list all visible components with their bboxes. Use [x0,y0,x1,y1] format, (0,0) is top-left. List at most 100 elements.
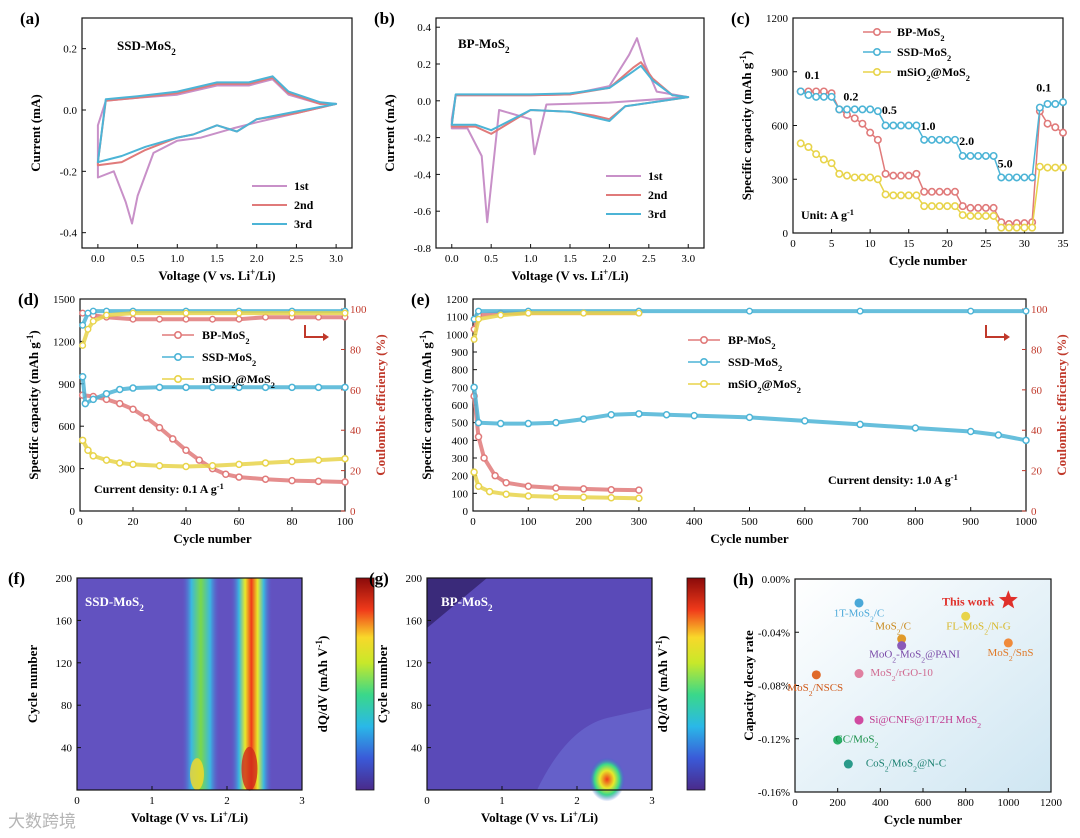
y-tick-label: 0 [463,506,469,518]
heatmap-hotspot [190,758,204,791]
data-point [896,191,905,200]
y2-axis-label: Coulombic efficiency (%) [373,334,388,476]
capacity-point [116,459,124,467]
legend-label: 1st [294,179,309,193]
x-tick-label: 80 [287,516,299,528]
capacity-point [856,420,864,429]
plot-background [795,579,1051,792]
data-point [881,169,890,178]
y-tick-label: 1100 [446,312,468,324]
capacity-point [485,487,494,496]
plot-frame [76,577,303,791]
data-point [1043,119,1052,128]
point-label: CC/MoS2 [835,734,878,750]
capacity-point [182,446,190,454]
data-point [1003,638,1013,648]
panel-label: (f) [8,569,25,588]
ce-series [472,309,1028,322]
capacity-point [314,456,323,464]
capacity-point [690,411,698,420]
data-point [819,155,828,164]
panel-e: 0 100 200 300 400 500 600 700 800 900 100001002003… [411,290,1069,546]
plot-frame [79,298,346,512]
y2-axis-label: Coulombic efficiency (%) [1054,334,1069,476]
y2-tick-label: 80 [1031,344,1043,356]
capacity-point [911,424,920,432]
capacity-point [502,478,510,487]
y-tick-label: 100 [452,488,469,500]
ce-point [208,315,216,323]
x-axis-label: Voltage (V vs. Li+/Li) [481,809,598,825]
current-density-note: Current density: 0.1 A g-1 [94,482,224,497]
cv-curve-3rd [450,64,690,132]
x-tick-label: 100 [520,516,537,528]
capacity-point [607,494,615,502]
y-axis-label: Capacity decay rate [741,630,756,741]
data-point [943,202,952,211]
legend-label: BP-MoS2 [897,25,945,43]
ce-point [341,309,349,317]
ce-point [89,317,97,325]
y-tick-label: -0.4 [414,169,432,181]
capacity-point [155,462,164,470]
data-point [1004,223,1013,232]
ce-point [102,311,110,319]
capacity-point [524,419,533,428]
data-point [950,135,959,144]
y-axis-label: Current (mA) [28,94,43,171]
legend-label: SSD-MoS2 [897,45,951,63]
data-point [981,211,990,220]
x-axis-label: Cycle number [889,253,968,268]
y-tick-label: 300 [59,464,76,476]
data-point [989,211,998,220]
data-point [920,135,929,144]
y2-tick-label: 20 [350,466,362,478]
legend-marker [174,374,183,383]
ce-point [1022,307,1030,315]
capacity-point [314,383,323,392]
data-point [935,187,944,196]
ce-point [235,309,243,317]
data-point [958,202,967,211]
y-axis-label: Cycle number [25,645,40,724]
x-tick-label: 1.0 [170,253,184,265]
capacity-point [474,418,483,427]
y-tick-label: 600 [59,421,76,433]
ce-point [746,307,754,315]
ce-point [475,307,483,315]
y-tick-label: 800 [452,365,469,377]
point-label: 1T-MoS2/C [834,607,885,623]
capacity-point [502,490,510,498]
data-point [974,203,983,212]
x-tick-label: 20 [128,516,140,528]
capacity-point [155,423,164,432]
legend-marker [174,352,183,361]
data-point [835,105,844,114]
x-tick-label: 20 [942,238,954,250]
x-tick-label: 60 [234,516,246,528]
data-point [889,121,898,130]
x-tick-label: 10 [865,238,877,250]
colorbar [355,577,375,791]
capacity-point [474,433,483,441]
capacity-point [635,486,643,494]
capacity-point [341,454,349,463]
capacity-point [261,475,270,483]
capacity-point [116,385,124,394]
data-point [1059,128,1068,137]
point-label: MoS2/SnS [987,647,1033,663]
data-point [966,151,975,160]
data-point [989,151,998,160]
ce-point [79,341,87,349]
data-point [873,135,882,144]
data-point [812,150,821,159]
capacity-point [288,476,296,485]
data-point [889,191,898,200]
plot-frame [426,577,653,791]
capacity-point [208,383,217,392]
colorbar-label: dQ/dV (mAh V-1) [314,636,330,733]
x-axis-label: Cycle number [173,531,252,546]
y-tick-label: 500 [452,418,469,430]
capacity-point [261,383,270,392]
panel-label: (e) [411,290,430,309]
